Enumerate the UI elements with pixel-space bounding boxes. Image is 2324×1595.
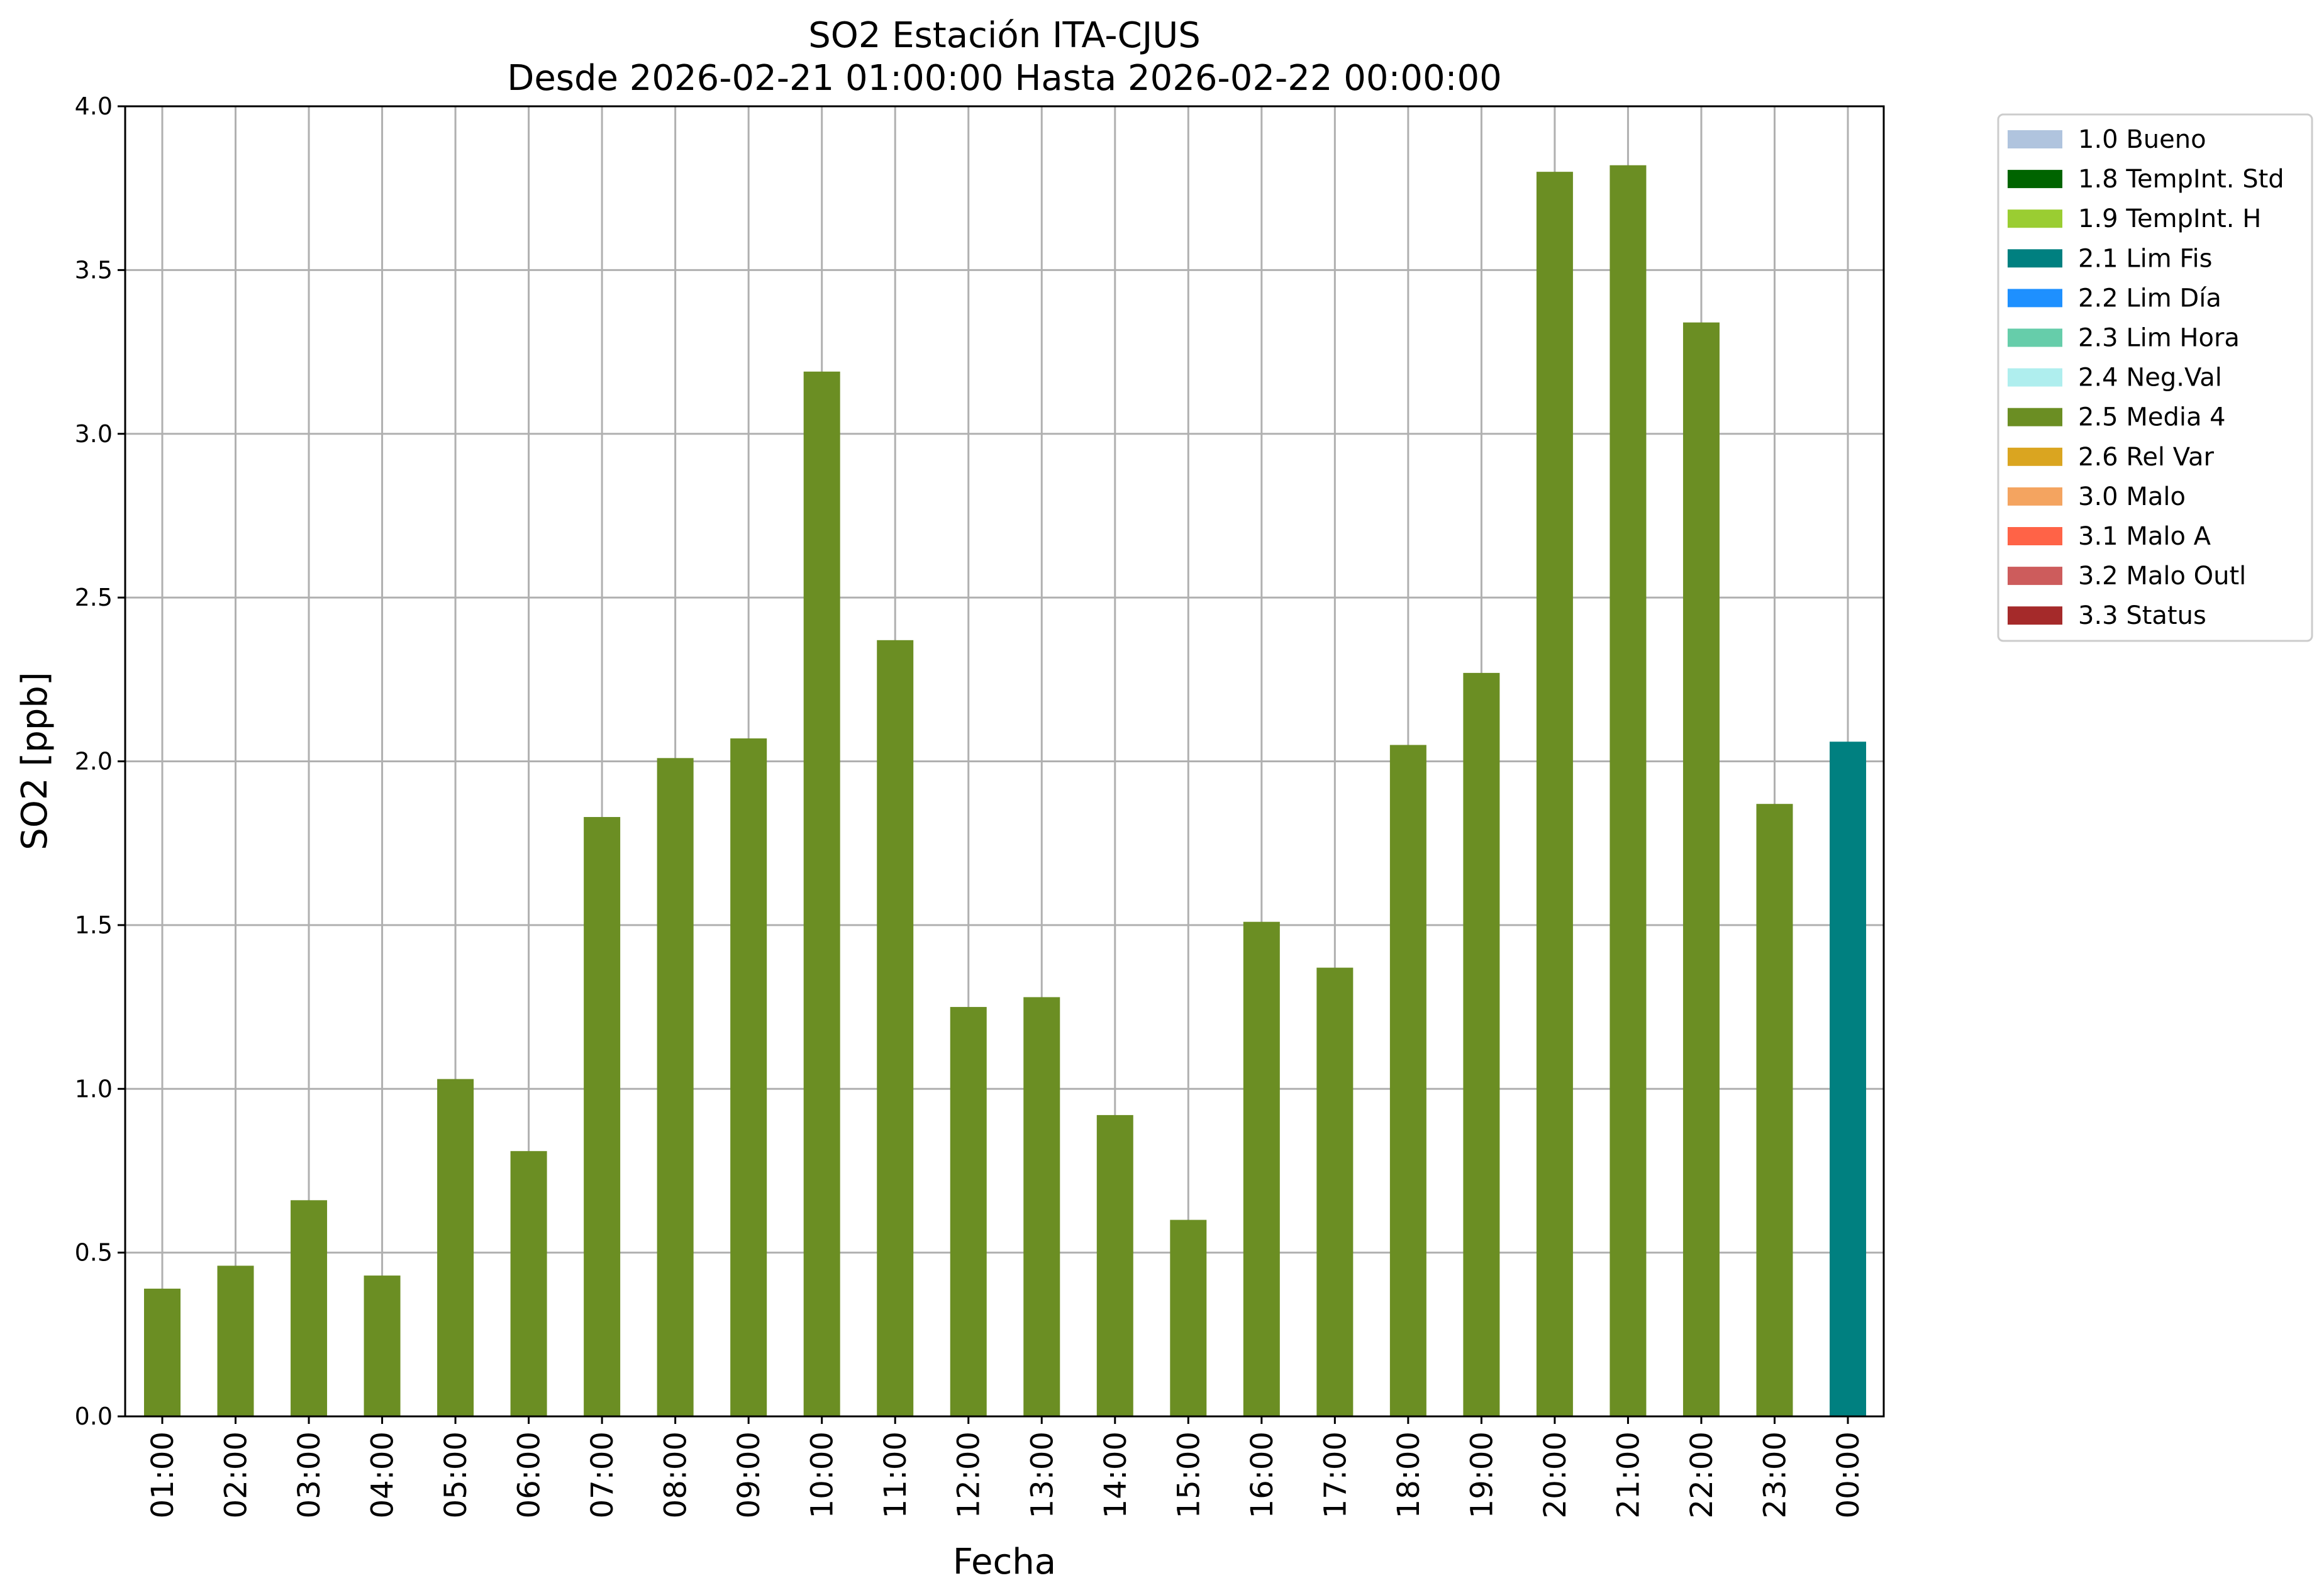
bars [144, 165, 1866, 1416]
x-axis-label: Fecha [953, 1542, 1056, 1582]
legend-swatch [2008, 368, 2062, 387]
bar [657, 758, 694, 1416]
legend-swatch [2008, 328, 2062, 347]
bar [1170, 1220, 1207, 1416]
bar [877, 640, 914, 1416]
legend-label: 3.3 Status [2078, 601, 2206, 630]
y-tick-label: 3.5 [75, 256, 113, 284]
bar [437, 1079, 474, 1416]
bar [584, 817, 621, 1416]
legend-label: 3.2 Malo Outl [2078, 562, 2246, 591]
legend-label: 1.0 Bueno [2078, 125, 2206, 154]
legend-frame [1997, 113, 2313, 642]
chart-title-line-2: Desde 2026-02-21 01:00:00 Hasta 2026-02-… [507, 58, 1502, 99]
x-tick-label: 10:00 [805, 1431, 840, 1518]
x-axis-ticks: 01:00 02:00 03:00 04:00 05:00 06:00 07:00 08:00… [145, 1416, 1866, 1518]
x-tick-label: 22:00 [1684, 1431, 1720, 1518]
legend-label: 1.9 TempInt. H [2078, 204, 2261, 233]
y-tick-label: 3.0 [75, 420, 113, 448]
bar [1463, 672, 1500, 1416]
x-tick-label: 17:00 [1318, 1431, 1353, 1518]
x-tick-label: 07:00 [585, 1431, 620, 1518]
legend-swatch [2008, 527, 2062, 545]
legend-swatch [2008, 289, 2062, 308]
x-tick-label: 15:00 [1171, 1431, 1206, 1518]
y-tick-label: 4.0 [75, 92, 113, 120]
x-tick-label: 06:00 [512, 1431, 547, 1518]
chart-title-line-1: SO2 Estación ITA-CJUS [808, 15, 1201, 56]
y-tick-label: 1.0 [75, 1075, 113, 1103]
x-tick-label: 08:00 [659, 1431, 694, 1518]
legend-label: 3.0 Malo [2078, 482, 2186, 511]
y-tick-label: 1.5 [75, 911, 113, 939]
y-tick-label: 2.0 [75, 748, 113, 775]
bar [1536, 172, 1573, 1416]
x-tick-label: 12:00 [952, 1431, 987, 1518]
x-tick-label: 23:00 [1757, 1431, 1793, 1518]
legend: 1.0 Bueno 1.8 TempInt. Std 1.9 TempInt. H 2… [1997, 113, 2313, 642]
legend-label: 2.3 Lim Hora [2078, 324, 2240, 353]
x-tick-label: 03:00 [292, 1431, 327, 1518]
legend-label: 1.8 TempInt. Std [2078, 165, 2284, 194]
y-tick-label: 0.5 [75, 1239, 113, 1267]
legend-label: 2.2 Lim Día [2078, 284, 2221, 313]
bar [1610, 165, 1647, 1416]
bar [1682, 322, 1720, 1416]
y-axis-label: SO2 [ppb] [14, 672, 55, 850]
bar [730, 738, 767, 1416]
x-tick-label: 20:00 [1538, 1431, 1573, 1518]
legend-label: 2.5 Media 4 [2078, 403, 2226, 432]
bar [144, 1288, 181, 1416]
legend-swatch [2008, 209, 2062, 228]
bar [1756, 804, 1793, 1416]
bar [803, 371, 840, 1416]
y-tick-label: 2.5 [75, 584, 113, 611]
legend-label: 2.1 Lim Fis [2078, 244, 2212, 273]
legend-label: 2.6 Rel Var [2078, 443, 2215, 472]
chart-title: SO2 Estación ITA-CJUS Desde 2026-02-21 0… [507, 15, 1502, 99]
bar [291, 1200, 328, 1416]
bar [1316, 967, 1354, 1416]
legend-swatch [2008, 408, 2062, 426]
legend-swatch [2008, 130, 2062, 148]
legend-label: 2.4 Neg.Val [2078, 364, 2222, 392]
bar [217, 1265, 254, 1416]
bar [510, 1151, 547, 1416]
bar [1830, 742, 1866, 1416]
x-tick-label: 00:00 [1831, 1431, 1866, 1518]
bar [1096, 1114, 1133, 1416]
legend-swatch [2008, 447, 2062, 466]
bar [1023, 997, 1060, 1416]
legend-swatch [2008, 606, 2062, 625]
x-tick-label: 09:00 [731, 1431, 767, 1518]
y-tick-label: 0.0 [75, 1403, 113, 1430]
x-tick-label: 14:00 [1098, 1431, 1133, 1518]
x-tick-label: 04:00 [365, 1431, 401, 1518]
x-tick-label: 05:00 [438, 1431, 474, 1518]
x-tick-label: 13:00 [1025, 1431, 1060, 1518]
y-axis-ticks: 0.0 0.5 1.0 1.5 2.0 2.5 3.0 3.5 4.0 [75, 92, 125, 1430]
x-tick-label: 19:00 [1464, 1431, 1499, 1518]
bar [1389, 745, 1426, 1416]
legend-swatch [2008, 170, 2062, 189]
legend-label: 3.1 Malo A [2078, 522, 2211, 551]
legend-swatch [2008, 487, 2062, 506]
x-tick-label: 02:00 [219, 1431, 254, 1518]
legend-swatch [2008, 249, 2062, 268]
legend-swatch [2008, 567, 2062, 586]
x-tick-label: 01:00 [145, 1431, 181, 1518]
x-tick-label: 21:00 [1611, 1431, 1646, 1518]
bar [364, 1275, 401, 1416]
bar [1243, 921, 1280, 1416]
bar [950, 1007, 987, 1416]
x-tick-label: 18:00 [1391, 1431, 1426, 1518]
x-tick-label: 16:00 [1245, 1431, 1280, 1518]
x-tick-label: 11:00 [878, 1431, 913, 1518]
